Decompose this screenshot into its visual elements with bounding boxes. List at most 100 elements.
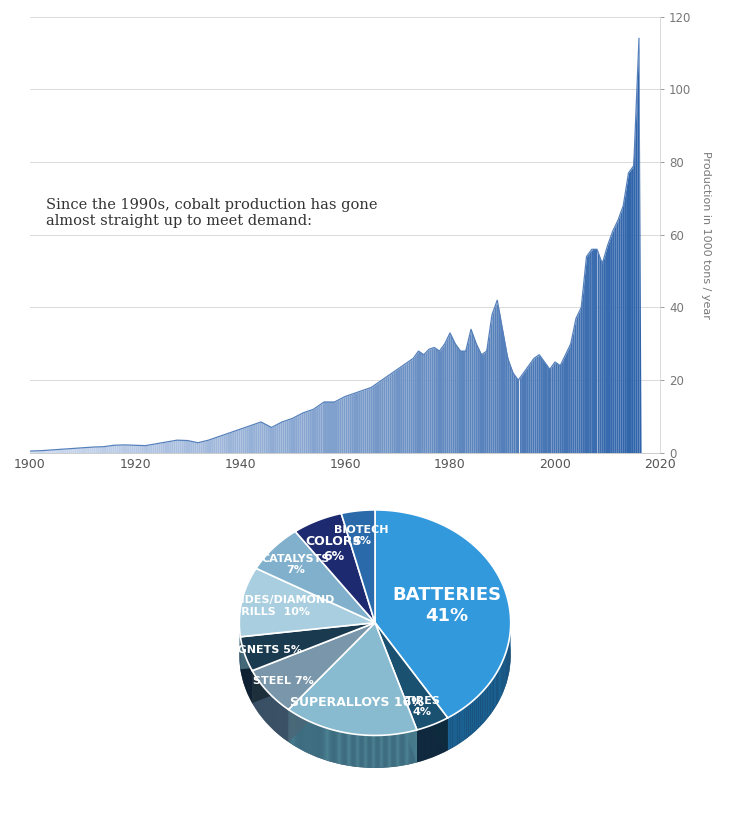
Polygon shape bbox=[314, 724, 316, 756]
Polygon shape bbox=[370, 735, 372, 768]
Polygon shape bbox=[406, 732, 407, 765]
Polygon shape bbox=[344, 733, 346, 765]
Polygon shape bbox=[252, 622, 375, 703]
Polygon shape bbox=[390, 735, 392, 767]
Polygon shape bbox=[334, 730, 336, 763]
Polygon shape bbox=[492, 677, 494, 712]
Polygon shape bbox=[375, 622, 448, 730]
Polygon shape bbox=[350, 734, 351, 766]
Polygon shape bbox=[380, 735, 381, 768]
Polygon shape bbox=[379, 735, 380, 768]
Polygon shape bbox=[450, 715, 452, 749]
Polygon shape bbox=[289, 622, 417, 735]
Polygon shape bbox=[475, 697, 477, 731]
Polygon shape bbox=[401, 733, 403, 766]
Y-axis label: Production in 1000 tons / year: Production in 1000 tons / year bbox=[700, 150, 711, 319]
Polygon shape bbox=[356, 735, 357, 767]
Polygon shape bbox=[469, 703, 471, 737]
Polygon shape bbox=[336, 730, 337, 764]
Polygon shape bbox=[375, 622, 448, 750]
Polygon shape bbox=[239, 568, 375, 637]
Polygon shape bbox=[366, 735, 368, 768]
Polygon shape bbox=[256, 532, 375, 622]
Polygon shape bbox=[240, 622, 375, 671]
Polygon shape bbox=[381, 735, 382, 768]
Polygon shape bbox=[464, 706, 466, 740]
Polygon shape bbox=[329, 729, 330, 761]
Polygon shape bbox=[325, 727, 326, 760]
Polygon shape bbox=[339, 731, 340, 765]
Polygon shape bbox=[387, 735, 388, 768]
Ellipse shape bbox=[239, 543, 511, 768]
Polygon shape bbox=[319, 725, 320, 758]
Polygon shape bbox=[360, 735, 362, 767]
Polygon shape bbox=[340, 731, 341, 765]
Polygon shape bbox=[302, 718, 304, 751]
Polygon shape bbox=[500, 664, 501, 699]
Polygon shape bbox=[342, 732, 344, 765]
Text: CATALYSTS
7%: CATALYSTS 7% bbox=[262, 553, 330, 575]
Polygon shape bbox=[471, 701, 472, 735]
Text: Since the 1990s, cobalt production has gone
almost straight up to meet demand:: Since the 1990s, cobalt production has g… bbox=[46, 198, 377, 228]
Text: CARBIDES/DIAMOND
DRILLS  10%: CARBIDES/DIAMOND DRILLS 10% bbox=[207, 595, 334, 617]
Polygon shape bbox=[359, 735, 360, 767]
Polygon shape bbox=[240, 622, 375, 669]
Polygon shape bbox=[317, 725, 319, 758]
Polygon shape bbox=[252, 622, 375, 710]
Polygon shape bbox=[357, 735, 358, 767]
Polygon shape bbox=[309, 721, 310, 755]
Polygon shape bbox=[490, 680, 492, 714]
Polygon shape bbox=[364, 735, 365, 768]
Polygon shape bbox=[375, 622, 417, 762]
Polygon shape bbox=[289, 622, 375, 742]
Polygon shape bbox=[496, 671, 498, 706]
Polygon shape bbox=[503, 657, 504, 692]
Polygon shape bbox=[294, 713, 295, 746]
Text: MAGNETS 5%: MAGNETS 5% bbox=[218, 646, 302, 656]
Polygon shape bbox=[351, 734, 352, 766]
Polygon shape bbox=[355, 734, 356, 767]
Polygon shape bbox=[311, 722, 312, 755]
Polygon shape bbox=[489, 681, 490, 716]
Polygon shape bbox=[322, 727, 324, 760]
Polygon shape bbox=[407, 732, 408, 765]
Polygon shape bbox=[299, 716, 301, 750]
Text: SUPERALLOYS 16%: SUPERALLOYS 16% bbox=[290, 696, 424, 709]
Polygon shape bbox=[296, 514, 375, 622]
Polygon shape bbox=[297, 715, 298, 748]
Polygon shape bbox=[386, 735, 387, 768]
Polygon shape bbox=[377, 735, 379, 768]
Polygon shape bbox=[330, 729, 332, 762]
Polygon shape bbox=[448, 716, 450, 750]
Text: BATTERIES
41%: BATTERIES 41% bbox=[392, 586, 501, 625]
Polygon shape bbox=[397, 734, 398, 766]
Polygon shape bbox=[308, 720, 309, 754]
Polygon shape bbox=[416, 730, 417, 763]
Polygon shape bbox=[398, 734, 399, 766]
Polygon shape bbox=[348, 733, 349, 766]
Polygon shape bbox=[375, 622, 448, 750]
Polygon shape bbox=[376, 735, 377, 768]
Polygon shape bbox=[362, 735, 364, 768]
Polygon shape bbox=[414, 730, 415, 763]
Polygon shape bbox=[310, 722, 311, 755]
Polygon shape bbox=[290, 711, 291, 744]
Polygon shape bbox=[484, 688, 486, 722]
Polygon shape bbox=[327, 728, 328, 761]
Polygon shape bbox=[452, 714, 455, 748]
Polygon shape bbox=[460, 709, 462, 743]
Polygon shape bbox=[341, 510, 375, 622]
Polygon shape bbox=[296, 714, 297, 747]
Polygon shape bbox=[495, 673, 496, 708]
Polygon shape bbox=[399, 734, 400, 766]
Polygon shape bbox=[368, 735, 370, 768]
Polygon shape bbox=[341, 732, 342, 765]
Polygon shape bbox=[455, 712, 458, 746]
Polygon shape bbox=[305, 720, 306, 752]
Text: COLORS
6%: COLORS 6% bbox=[305, 535, 362, 563]
Polygon shape bbox=[373, 735, 374, 768]
Polygon shape bbox=[346, 733, 348, 765]
Polygon shape bbox=[353, 734, 355, 767]
Polygon shape bbox=[392, 735, 394, 767]
Polygon shape bbox=[466, 705, 469, 739]
